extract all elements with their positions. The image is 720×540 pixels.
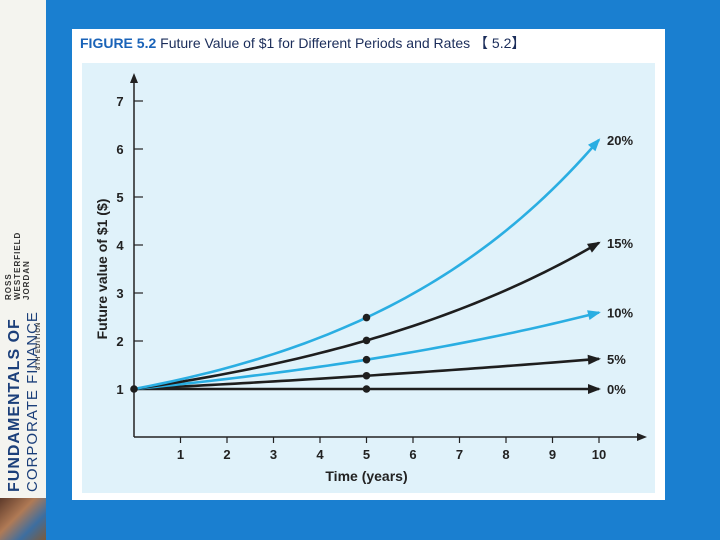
book-edition: 8TH EDITION [36, 321, 42, 370]
plot-area: 1 2 3 4 5 6 7 8 9 10 1 2 3 4 5 6 7 Time (years) Future val… [82, 63, 655, 493]
series-arrow-0pct [588, 384, 601, 394]
data-point-marker [362, 355, 371, 364]
data-point-marker [362, 371, 371, 380]
data-point-marker [130, 385, 138, 393]
series-line-20pct [133, 138, 600, 391]
x-tick-label: 9 [549, 447, 556, 462]
x-tick-label: 8 [502, 447, 509, 462]
cover-art-image [0, 498, 46, 540]
figure-ref: 【 5.2】 [474, 35, 526, 51]
y-tick-label: 1 [116, 382, 123, 397]
x-tick-label: 1 [177, 447, 184, 462]
data-point-marker [362, 385, 371, 393]
series-arrow-10pct [587, 310, 601, 320]
series-arrow-5pct [587, 354, 601, 365]
series-label-5pct: 5% [607, 352, 626, 367]
x-tick-label: 2 [223, 447, 230, 462]
series-arrow-20pct [588, 138, 601, 152]
y-tick-label: 3 [116, 286, 123, 301]
series-label-15pct: 15% [607, 236, 633, 251]
figure-label: FIGURE 5.2 [80, 35, 157, 51]
y-tick-label: 6 [116, 142, 123, 157]
y-tick-label: 7 [116, 94, 123, 109]
y-axis-title: Future value of $1 ($) [94, 199, 110, 340]
x-tick-label: 6 [409, 447, 416, 462]
data-point-marker [362, 336, 371, 345]
x-tick-label: 3 [270, 447, 277, 462]
future-value-chart: 1 2 3 4 5 6 7 8 9 10 1 2 3 4 5 6 7 Time (years) Future val… [94, 73, 647, 484]
x-axis-arrow [637, 433, 647, 441]
y-axis-arrow [130, 73, 138, 83]
book-title-line1: FUNDAMENTALS OF [6, 318, 23, 492]
figure-title: FIGURE 5.2 Future Value of $1 for Differ… [80, 33, 525, 53]
figure-title-text: Future Value of $1 for Different Periods… [160, 35, 471, 51]
x-tick-label: 7 [456, 447, 463, 462]
author-jordan: JORDAN [22, 260, 31, 300]
y-tick-label: 4 [116, 238, 124, 253]
book-spine: FUNDAMENTALS OF CORPORATE FINANCE ROSS W… [0, 0, 46, 540]
author-ross: ROSS [4, 273, 13, 300]
series-arrow-15pct [587, 241, 601, 253]
series-label-10pct: 10% [607, 306, 633, 321]
x-tick-label: 10 [592, 447, 606, 462]
figure-panel: FIGURE 5.2 Future Value of $1 for Differ… [72, 29, 665, 500]
y-tick-label: 5 [116, 190, 123, 205]
series-label-20pct: 20% [607, 133, 633, 148]
x-tick-label: 4 [316, 447, 324, 462]
book-authors: ROSS WESTERFIELD JORDAN [4, 232, 31, 300]
data-point-marker [362, 313, 371, 322]
x-tick-label: 5 [363, 447, 370, 462]
series-label-0pct: 0% [607, 382, 626, 397]
x-axis-title: Time (years) [325, 468, 407, 484]
author-westerfield: WESTERFIELD [13, 231, 22, 300]
y-tick-label: 2 [116, 334, 123, 349]
